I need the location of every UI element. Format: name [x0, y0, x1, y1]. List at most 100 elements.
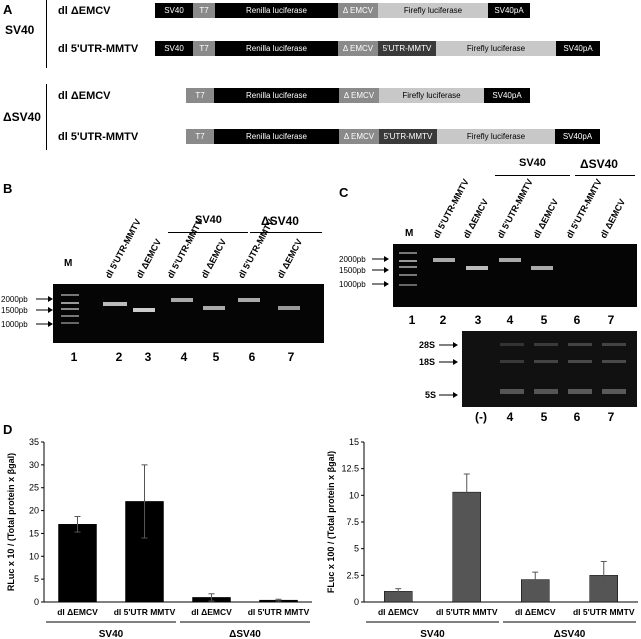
panel-c-line-dsv40 — [575, 175, 635, 176]
segment-t7: T7 — [186, 129, 214, 144]
y-tick-label: 0 — [354, 597, 359, 607]
panel-b-lane-label-5: dl ΔEMCV — [199, 237, 229, 280]
panel-b-lane-num-6: 6 — [248, 350, 256, 364]
panel-c-gel-image — [393, 244, 637, 307]
y-tick-label: 5 — [354, 544, 359, 554]
segment-sv40: SV40 — [155, 41, 193, 56]
panel-a-group-dsv40: ΔSV40 — [3, 110, 41, 124]
panel-c-rna-5s: 5S — [425, 390, 437, 400]
y-tick-label: 10 — [349, 490, 359, 500]
panel-b-lane-label-3: dl ΔEMCV — [134, 237, 164, 280]
panel-b-lane-num-3: 3 — [144, 350, 152, 364]
panel-c-lane-num-2: 2 — [439, 313, 447, 327]
y-tick-label: 12.5 — [341, 464, 359, 474]
construct-name-dsv40-emcv: dl ΔEMCV — [58, 90, 111, 102]
panel-a-bracket-dsv40 — [46, 84, 47, 150]
group-label: SV40 — [420, 629, 445, 639]
category-label: dl ΔEMCV — [57, 607, 98, 617]
y-tick-label: 0 — [34, 597, 39, 607]
panel-c-lane-label-1: M — [405, 228, 414, 239]
segment-delta-emcv: Δ EMCV — [338, 3, 378, 18]
panel-c-letter: C — [339, 185, 349, 200]
panel-c-lane-label-5: dl ΔEMCV — [531, 197, 561, 240]
y-tick-label: 25 — [29, 483, 39, 493]
category-label: dl 5'UTR MMTV — [248, 607, 310, 617]
y-tick-label: 10 — [29, 551, 39, 561]
panel-c-lane-label-4: dl 5'UTR-MMTV — [495, 177, 535, 240]
panel-c-group-dsv40: ΔSV40 — [580, 157, 618, 171]
panel-c-rna-gel-image — [462, 331, 637, 407]
panel-b-group-dsv40: ΔSV40 — [261, 214, 299, 228]
panel-b-gel-image — [53, 284, 324, 343]
segment-delta-emcv: Δ EMCV — [338, 41, 378, 56]
construct-name-sv40-mmtv: dl 5'UTR-MMTV — [58, 43, 139, 55]
group-label: ΔSV40 — [554, 629, 586, 639]
y-axis-label: FLuc x 100 / (Total protein x βgal) — [326, 451, 336, 593]
panel-c-rna-18s: 18S — [419, 357, 436, 367]
panel-c-rna-lane-5: 5 — [540, 410, 548, 424]
panel-b-group-sv40: SV40 — [195, 214, 222, 226]
segment-firefly: Firefly luciferase — [437, 129, 555, 144]
segment-firefly: Firefly luciferase — [436, 41, 556, 56]
panel-c-rna-lane-neg: (-) — [475, 410, 487, 424]
panel-a-bracket-sv40 — [46, 0, 47, 68]
segment-sv40: SV40 — [155, 3, 193, 18]
construct-name-dsv40-mmtv: dl 5'UTR-MMTV — [58, 131, 139, 143]
panel-d-letter: D — [3, 422, 13, 437]
segment-firefly: Firefly luciferase — [379, 88, 484, 103]
construct-bar-sv40-emcv: SV40 T7 Renilla luciferase Δ EMCV Firefl… — [155, 3, 530, 18]
panel-b-marker-1500: 1500pb — [1, 306, 28, 315]
group-label: SV40 — [99, 629, 124, 639]
panel-b-marker-2000: 2000pb — [1, 295, 28, 304]
segment-renilla: Renilla luciferase — [215, 41, 338, 56]
panel-b-line-sv40 — [168, 232, 248, 233]
panel-c-line-sv40 — [495, 175, 570, 176]
segment-delta-emcv: Δ EMCV — [339, 88, 379, 103]
segment-t7: T7 — [193, 3, 215, 18]
panel-b-lane-num-4: 4 — [180, 350, 188, 364]
segment-delta-emcv: Δ EMCV — [339, 129, 379, 144]
panel-b-lane-label-7: dl ΔEMCV — [275, 237, 305, 280]
panel-c-lane-label-3: dl ΔEMCV — [461, 197, 491, 240]
segment-renilla: Renilla luciferase — [214, 129, 339, 144]
panel-a-letter: A — [3, 2, 13, 17]
panel-a-group-sv40: SV40 — [5, 23, 35, 37]
construct-name-sv40-emcv: dl ΔEMCV — [58, 5, 111, 17]
panel-c-group-sv40: SV40 — [519, 157, 546, 169]
panel-c-lane-num-5: 5 — [540, 313, 548, 327]
segment-sv40pa: SV40pA — [555, 129, 600, 144]
segment-firefly: Firefly luciferase — [378, 3, 488, 18]
panel-c-lane-label-7: dl ΔEMCV — [598, 197, 628, 240]
y-tick-label: 35 — [29, 437, 39, 447]
panel-c-marker-1000: 1000pb — [339, 280, 366, 289]
construct-bar-dsv40-emcv: T7 Renilla luciferase Δ EMCV Firefly luc… — [186, 88, 530, 103]
panel-b-lane-num-1: 1 — [70, 350, 78, 364]
panel-c-lane-num-1: 1 — [408, 313, 416, 327]
segment-renilla: Renilla luciferase — [215, 3, 338, 18]
y-tick-label: 20 — [29, 506, 39, 516]
panel-b-letter: B — [3, 181, 13, 196]
fluc-bar-chart: 0 2.5 5 7.5 10 12.5 15 FLuc x 100 / (Total prot… — [326, 437, 638, 639]
panel-c-rna-28s: 28S — [419, 340, 436, 350]
segment-sv40pa: SV40pA — [488, 3, 530, 18]
panel-c-lane-num-7: 7 — [607, 313, 615, 327]
y-tick-label: 2.5 — [346, 570, 359, 580]
segment-5utr-mmtv: 5'UTR-MMTV — [378, 41, 436, 56]
panel-c-lane-num-6: 6 — [573, 313, 581, 327]
y-tick-label: 5 — [34, 574, 39, 584]
panel-c-lane-num-3: 3 — [474, 313, 482, 327]
bar — [58, 524, 97, 603]
category-label: dl ΔEMCV — [515, 607, 556, 617]
construct-bar-dsv40-mmtv: T7 Renilla luciferase Δ EMCV 5'UTR-MMTV … — [186, 129, 600, 144]
segment-t7: T7 — [193, 41, 215, 56]
panel-b-lane-num-5: 5 — [212, 350, 220, 364]
panel-b-marker-arrows — [36, 296, 53, 327]
segment-sv40pa: SV40pA — [484, 88, 530, 103]
category-label: dl 5'UTR MMTV — [436, 607, 498, 617]
panel-c-marker-arrows — [372, 256, 389, 287]
category-label: dl 5'UTR MMTV — [573, 607, 635, 617]
y-tick-label: 7.5 — [346, 517, 359, 527]
y-axis-label: RLuc x 10 / (Total protein x βgal) — [6, 453, 16, 591]
segment-5utr-mmtv: 5'UTR-MMTV — [379, 129, 437, 144]
panel-c-rna-arrows — [439, 342, 458, 398]
